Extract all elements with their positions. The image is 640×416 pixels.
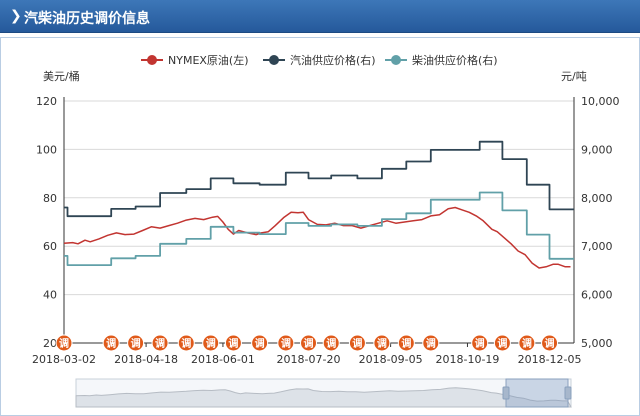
adjustment-marker [471,334,489,352]
adjustment-marker-label: 调 [206,337,216,350]
adjustment-marker [277,334,295,352]
zoom-slider-selection[interactable] [505,378,569,408]
y-left-axis-label: 美元/桶 [43,69,80,83]
legend-swatch-dot [391,55,401,65]
adjustment-marker-label: 调 [304,337,314,350]
adjustment-marker [177,334,195,352]
y-right-tick-label: 5,000 [581,337,613,350]
adjustment-marker-label: 调 [326,337,336,350]
y-right-axis-label: 元/吨 [561,70,587,83]
adjustment-marker-label: 调 [255,337,265,350]
adjustment-marker [541,334,559,352]
x-tick-label: 2018-06-01 [191,353,255,366]
chart-panel: 120 10,000 100 9,000 80 8,000 60 7,000 40 6,000 20… [0,37,640,416]
x-tick-label: 2018-07-20 [277,353,341,366]
zoom-handle-right[interactable] [564,386,572,400]
adjustment-marker-label: 调 [522,337,532,350]
y-left-tick-label: 120 [36,95,57,108]
series-line-nymex [63,206,571,269]
series-line-diesel [64,191,574,267]
chevron-right-icon: ❯ [10,8,22,24]
adjustment-marker-label: 调 [106,337,116,350]
y-right-tick-label: 10,000 [581,95,620,108]
adjustment-marker [224,334,242,352]
zoom-handle-left[interactable] [502,386,510,400]
adjustment-marker [348,334,366,352]
legend-label-gasoline: 汽油供应价格(右) [290,53,376,67]
adjustment-marker-label: 调 [497,337,507,350]
adjustment-marker-label: 调 [426,337,436,350]
adjustment-marker [322,334,340,352]
adjustment-marker-label: 调 [155,337,165,350]
page-title: 汽柴油历史调价信息 [24,11,150,27]
adjustment-marker [422,334,440,352]
adjustment-marker [202,334,220,352]
adjustment-marker-label: 调 [228,337,238,350]
adjustment-marker [55,334,73,352]
title-bar: ❯ 汽柴油历史调价信息 [0,0,640,33]
x-tick-label: 2018-03-02 [32,353,96,366]
x-tick-label: 2018-12-05 [518,353,582,366]
adjustment-marker [300,334,318,352]
y-right-tick-label: 8,000 [581,192,613,205]
adjustment-marker-label: 调 [181,337,191,350]
adjustment-marker-label: 调 [352,337,362,350]
legend-label-nymex: NYMEX原油(左) [168,53,249,67]
adjustment-marker [373,334,391,352]
adjustment-marker [397,334,415,352]
y-left-tick-label: 80 [43,192,57,205]
adjustment-marker [102,334,120,352]
adjustment-marker-label: 调 [59,337,69,350]
legend-swatch-dot [269,55,279,65]
adjustment-marker-label: 调 [281,337,291,350]
legend-label-diesel: 柴油供应价格(右) [412,53,498,67]
y-left-tick-label: 60 [43,240,57,253]
adjustment-marker [151,334,169,352]
adjustment-marker-label: 调 [475,337,485,350]
y-right-tick-label: 6,000 [581,289,613,302]
price-chart: 120 10,000 100 9,000 80 8,000 60 7,000 40 6,000 20… [32,53,620,408]
adjustment-marker [127,334,145,352]
x-tick-label: 2018-09-05 [359,353,423,366]
series-line-gasoline [64,140,574,218]
adjustment-marker [518,334,536,352]
x-tick-label: 2018-10-19 [435,353,499,366]
adjustment-marker [493,334,511,352]
adjustment-marker-label: 调 [131,337,141,350]
y-left-tick-label: 20 [43,337,57,350]
adjustment-marker-label: 调 [545,337,555,350]
legend-swatch-dot [147,55,157,65]
y-left-tick-label: 100 [36,143,57,156]
x-tick-label: 2018-04-18 [114,353,178,366]
y-left-tick-label: 40 [43,289,57,302]
adjustment-marker-label: 调 [401,337,411,350]
y-right-tick-label: 7,000 [581,240,613,253]
adjustment-marker-label: 调 [377,337,387,350]
y-right-tick-label: 9,000 [581,143,613,156]
adjustment-marker [251,334,269,352]
